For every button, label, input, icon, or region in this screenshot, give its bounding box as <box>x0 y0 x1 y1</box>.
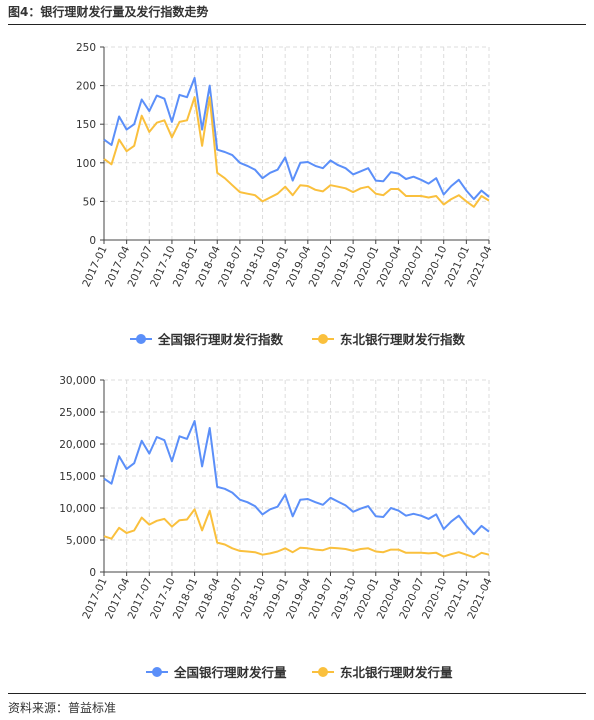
y-tick-label: 250 <box>76 42 96 54</box>
y-tick-label: 0 <box>89 567 96 579</box>
legend-label: 全国银行理财发行量 <box>173 665 287 680</box>
y-tick-label: 200 <box>76 81 96 93</box>
y-tick-label: 15,000 <box>59 471 96 483</box>
series-line-2 <box>103 96 490 208</box>
legend-item: 全国银行理财发行量 <box>146 665 287 680</box>
figure-frame <box>8 24 586 694</box>
series-line-1 <box>103 76 490 201</box>
legend-item: 全国银行理财发行指数 <box>130 332 284 347</box>
legend-item: 东北银行理财发行量 <box>312 665 453 680</box>
y-tick-label: 5,000 <box>66 535 96 547</box>
legend-marker <box>152 667 162 677</box>
chart-2: 05,00010,00015,00020,00025,00030,0002017… <box>59 375 495 680</box>
series-line-2 <box>103 508 490 559</box>
legend-label: 东北银行理财发行指数 <box>340 332 466 347</box>
source-note: 资料来源：普益标准 <box>8 701 117 715</box>
y-tick-label: 50 <box>83 196 96 208</box>
legend-item: 东北银行理财发行指数 <box>312 332 466 347</box>
series-line-1 <box>103 420 490 536</box>
y-tick-label: 20,000 <box>59 439 96 451</box>
y-tick-label: 100 <box>76 158 96 170</box>
figure-title: 图4：银行理财发行量及发行指数走势 <box>8 5 209 19</box>
y-tick-label: 10,000 <box>59 503 96 515</box>
chart-1: 0501001502002502017-012017-042017-072017… <box>76 42 495 347</box>
legend-marker <box>318 334 328 344</box>
legend-label: 东北银行理财发行量 <box>340 665 453 680</box>
legend-marker <box>318 667 328 677</box>
y-tick-label: 25,000 <box>59 407 96 419</box>
y-tick-label: 150 <box>76 119 96 131</box>
y-tick-label: 30,000 <box>59 375 96 387</box>
legend-marker <box>136 334 146 344</box>
y-tick-label: 0 <box>89 235 96 247</box>
legend-label: 全国银行理财发行指数 <box>157 332 284 347</box>
